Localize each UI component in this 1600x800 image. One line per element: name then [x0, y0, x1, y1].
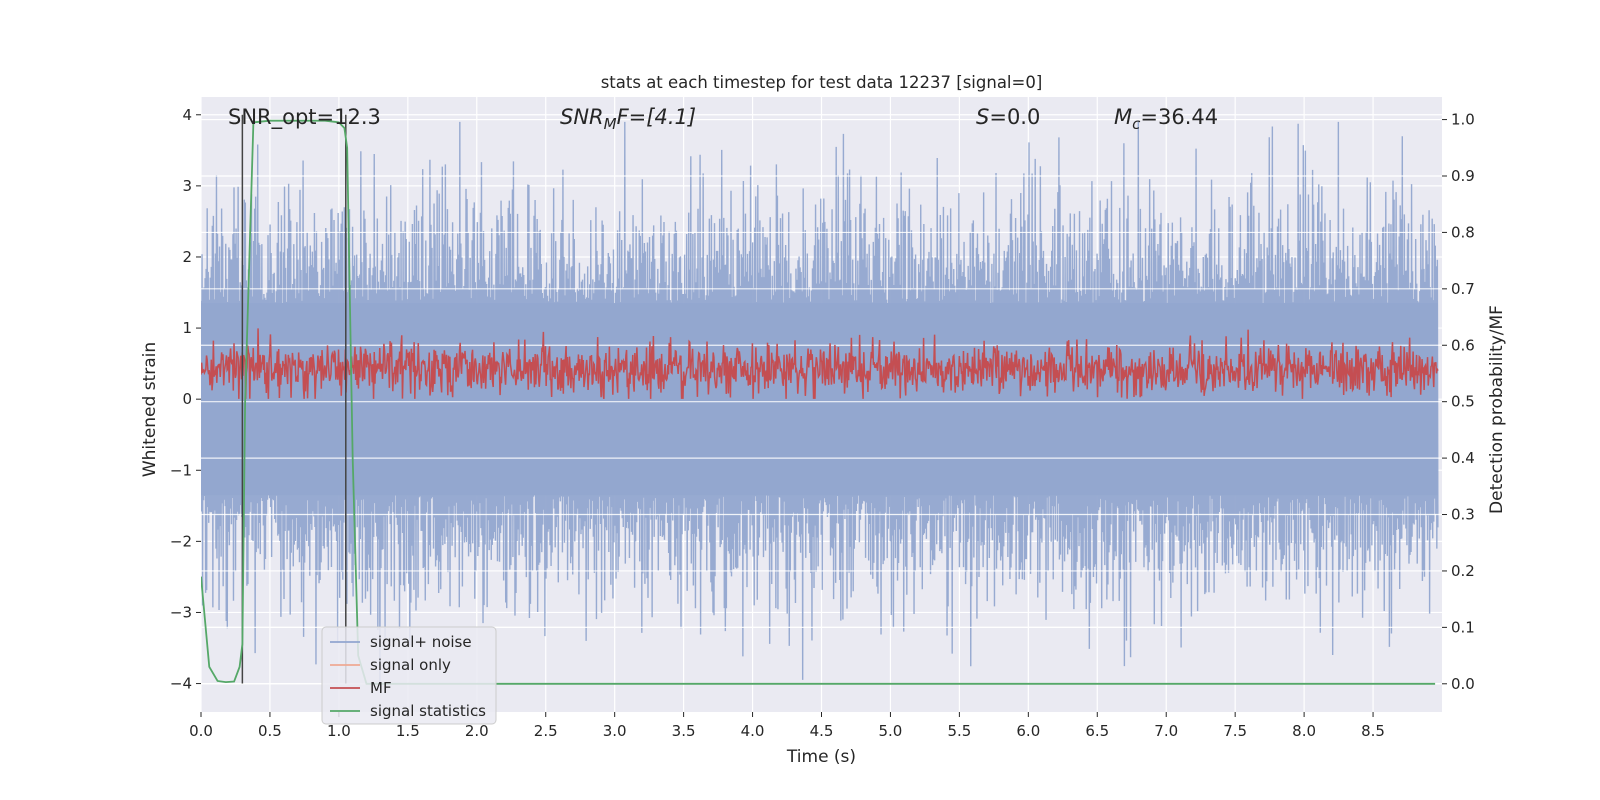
x-tick-label: 4.0: [741, 722, 765, 740]
annotation-snr-mf-symbol: SNR: [560, 105, 604, 129]
annotation-s: S=0.0: [976, 105, 1040, 129]
x-tick-label: 8.5: [1361, 722, 1385, 740]
annotation-mc-subscript: c: [1132, 115, 1141, 133]
y-left-tick-label: −3: [170, 603, 192, 621]
y-right-tick-label: 0.3: [1451, 506, 1475, 524]
y-left-tick-label: 1: [182, 319, 192, 337]
y-left-tick-label: 0: [182, 390, 192, 408]
x-tick-label: 2.5: [534, 722, 558, 740]
legend: signal+ noise signal only MF signal statist…: [321, 626, 497, 725]
annotation-mc-value: =36.44: [1140, 105, 1218, 129]
series-signal-statistics-line: [201, 119, 1436, 685]
chart-title: stats at each timestep for test data 122…: [601, 73, 1043, 92]
y-left-tick-label: −4: [170, 675, 192, 693]
annotation-snr-mf-value: F=[4.1]: [617, 105, 696, 129]
annotation-snr-mf-subscript: M: [604, 115, 617, 133]
x-tick-label: 0.0: [189, 722, 213, 740]
y-left-tick-label: −2: [170, 532, 192, 550]
annotation-snr-opt: SNR_opt=12.3: [228, 105, 381, 130]
axes: 0.0 0.5 1.0 1.5 2.0 2.5 3.0 3.5 4.0 4.5 5.0 5.5 6.0 6…: [170, 106, 1475, 740]
legend-item: signal only: [330, 656, 451, 674]
series-mf-line: [201, 328, 1439, 399]
x-tick-label: 6.0: [1016, 722, 1040, 740]
y-right-tick-label: 0.8: [1451, 223, 1475, 241]
y-right-tick-label: 1.0: [1451, 111, 1475, 129]
annotations: SNR_opt=12.3 SNRMF=[4.1] S=0.0 Mc=36.44: [228, 105, 1218, 133]
y-left-tick-label: 4: [182, 106, 192, 124]
x-tick-label: 0.5: [258, 722, 282, 740]
annotation-s-value: =0.0: [989, 105, 1040, 129]
legend-label: signal only: [370, 656, 451, 674]
x-tick-label: 7.5: [1223, 722, 1247, 740]
y-right-tick-label: 0.2: [1451, 562, 1475, 580]
y-left-tick-label: −1: [170, 461, 192, 479]
y-right-tick-label: 0.5: [1451, 393, 1475, 411]
series-group: [201, 114, 1442, 685]
x-tick-label: 5.5: [947, 722, 971, 740]
legend-item: MF: [330, 679, 392, 697]
annotation-mc: Mc=36.44: [1114, 105, 1218, 133]
legend-label: signal+ noise: [370, 633, 472, 651]
x-tick-label: 1.0: [327, 722, 351, 740]
x-tick-label: 3.5: [672, 722, 696, 740]
y-right-tick-label: 0.0: [1451, 675, 1475, 693]
y-left-axis-label: Whitened strain: [140, 342, 160, 477]
legend-item: signal+ noise: [330, 633, 472, 651]
x-tick-label: 8.0: [1292, 722, 1316, 740]
x-tick-label: 6.5: [1085, 722, 1109, 740]
y-right-tick-label: 0.1: [1451, 618, 1475, 636]
annotation-snr-mf: SNRMF=[4.1]: [560, 105, 696, 133]
series-signal-noise-band: [201, 303, 1438, 496]
x-tick-label: 7.0: [1154, 722, 1178, 740]
x-tick-label: 5.0: [879, 722, 903, 740]
y-right-axis-label: Detection probability/MF: [1487, 305, 1507, 514]
plot-area: 0.0 0.5 1.0 1.5 2.0 2.5 3.0 3.5 4.0 4.5 5.0 5.5 6.0 6…: [140, 73, 1507, 767]
y-right-tick-label: 0.6: [1451, 336, 1475, 354]
y-left-tick-label: 2: [182, 248, 192, 266]
legend-item: signal statistics: [330, 702, 486, 720]
y-left-tick-label: 3: [182, 177, 192, 195]
x-axis-label: Time (s): [786, 747, 856, 767]
legend-label: MF: [370, 679, 392, 697]
legend-label: signal statistics: [370, 702, 486, 720]
legend-box: [321, 626, 497, 725]
y-right-tick-label: 0.7: [1451, 280, 1475, 298]
x-tick-label: 3.0: [603, 722, 627, 740]
y-right-tick-label: 0.9: [1451, 167, 1475, 185]
annotation-s-symbol: S: [976, 105, 989, 129]
x-tick-label: 4.5: [810, 722, 834, 740]
x-tick-label: 1.5: [396, 722, 420, 740]
annotation-mc-symbol: M: [1114, 105, 1132, 129]
y-right-tick-label: 0.4: [1451, 449, 1475, 467]
x-tick-label: 2.0: [465, 722, 489, 740]
